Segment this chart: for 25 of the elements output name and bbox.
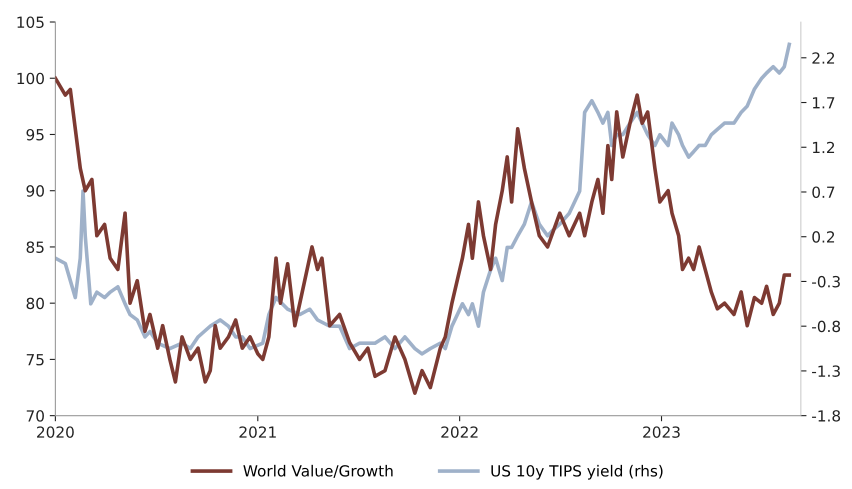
line-series [55, 42, 792, 356]
y2-tick-label: 1.7 [812, 97, 834, 108]
x-tick-label: 2020 [37, 426, 74, 438]
y2-tick-label: 0.7 [812, 186, 834, 198]
x-tick-label: 2023 [643, 426, 680, 438]
y-tick-label: 70 [26, 410, 44, 422]
y2-tick-label: -0.8 [812, 320, 840, 332]
y-tick-label: 90 [26, 185, 44, 197]
y2-tick-label: 0.2 [812, 231, 834, 243]
y-tick-label: 85 [26, 241, 44, 253]
legend-label: World Value/Growth [243, 464, 393, 478]
y2-tick-label: -1.8 [812, 410, 840, 422]
line-series [55, 76, 792, 395]
y-tick-label: 100 [17, 72, 44, 84]
y-tick-label: 105 [17, 16, 44, 28]
x-tick-label: 2022 [441, 426, 478, 438]
y-tick-label: 80 [26, 298, 44, 310]
y-tick-label: 95 [26, 128, 44, 140]
y-tick-label: 75 [26, 354, 44, 366]
x-tick-label: 2021 [239, 426, 276, 438]
y2-tick-label: -0.3 [812, 276, 840, 288]
legend-label: US 10y TIPS yield (rhs) [491, 464, 663, 480]
y2-tick-label: 1.2 [812, 142, 834, 154]
y2-tick-label: 2.2 [812, 52, 834, 64]
y2-tick-label: -1.3 [812, 365, 840, 377]
